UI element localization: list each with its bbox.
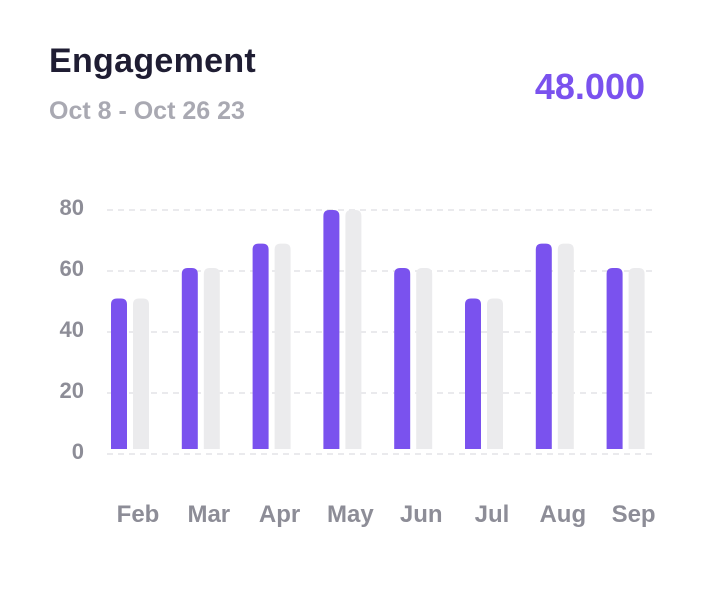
x-tick-label-apr: Apr [259, 501, 300, 528]
x-tick-label-may: May [327, 501, 374, 528]
bar-series-2-feb [133, 298, 149, 449]
bar-series-1-jul [465, 298, 481, 449]
bar-series-1-mar [181, 268, 198, 449]
date-range: Oct 8 - Oct 26 23 [49, 97, 245, 125]
x-tick-label-sep: Sep [612, 501, 656, 528]
bar-series-2-sep [628, 268, 645, 449]
y-tick-label: 80 [60, 195, 84, 220]
y-axis-ticks: 0 20 40 60 80 [60, 195, 84, 464]
bar-series-2-mar [203, 268, 220, 449]
bar-series-1-aug [535, 243, 552, 449]
x-tick-label-mar: Mar [187, 501, 230, 528]
bar-series-2-aug [557, 243, 574, 449]
x-tick-label-aug: Aug [539, 501, 586, 528]
total-value: 48.000 [534, 66, 645, 107]
bar-series-1-sep [606, 268, 623, 449]
bar-series-2-apr [274, 243, 291, 449]
bar-series-1-feb [111, 298, 127, 449]
y-tick-label: 20 [60, 378, 84, 403]
chart-title: Engagement [49, 42, 257, 80]
bar-series-1-may [323, 210, 340, 449]
bar-series-2-may [345, 210, 362, 449]
x-tick-label-jun: Jun [400, 501, 443, 528]
bar-series-1-apr [252, 243, 269, 449]
bars [111, 210, 645, 449]
bar-series-2-jul [487, 298, 503, 449]
x-tick-label-jul: Jul [475, 501, 510, 528]
bar-series-2-jun [416, 268, 433, 449]
x-axis-labels: Feb Mar Apr May Jun Jul Aug Sep [117, 501, 656, 528]
y-tick-label: 40 [60, 317, 84, 342]
bar-series-1-jun [394, 268, 411, 449]
x-tick-label-feb: Feb [117, 501, 160, 528]
y-tick-label: 0 [72, 439, 84, 464]
y-tick-label: 60 [60, 256, 84, 281]
